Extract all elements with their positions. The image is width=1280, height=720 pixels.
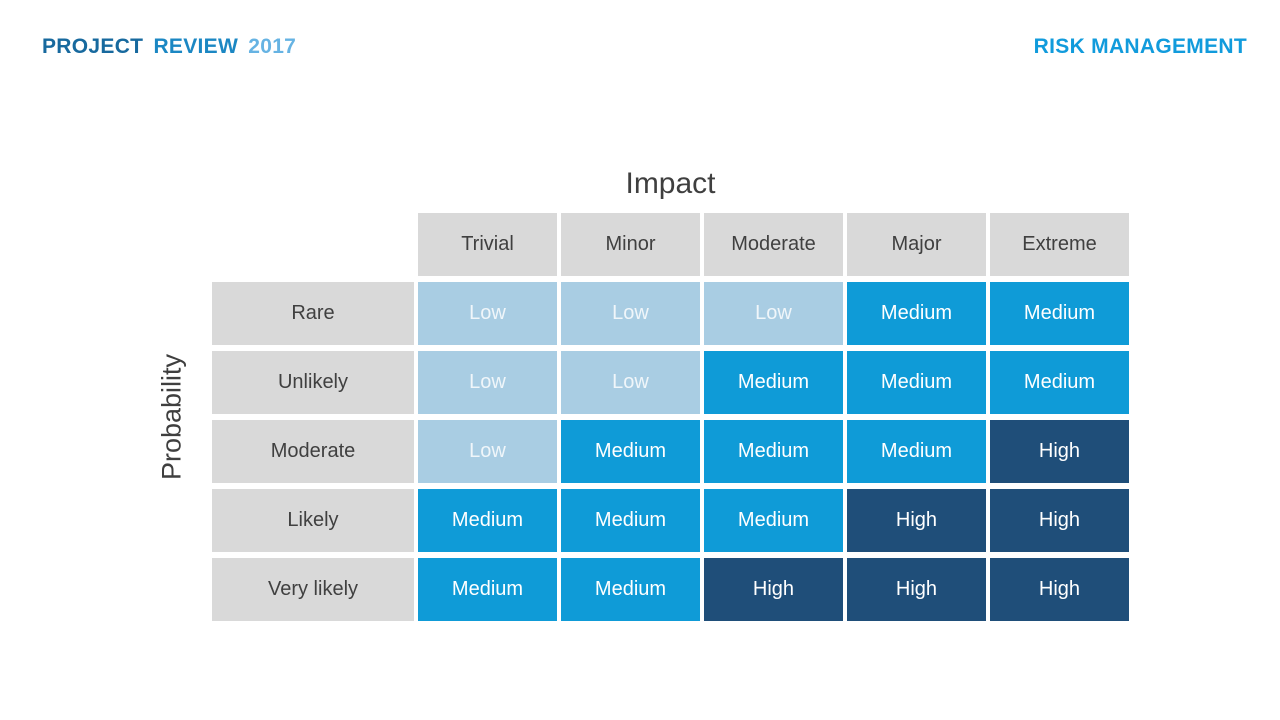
section-title: RISK MANAGEMENT xyxy=(1033,35,1247,58)
matrix-cell-r4-c2: High xyxy=(704,558,843,621)
matrix-row-label-0: Rare xyxy=(212,282,414,345)
matrix-cell-r1-c1: Low xyxy=(561,351,700,414)
matrix-row-label-4: Very likely xyxy=(212,558,414,621)
matrix-cell-r1-c2: Medium xyxy=(704,351,843,414)
matrix-cell-r4-c4: High xyxy=(990,558,1129,621)
page-title-year: 2017 xyxy=(248,35,297,58)
matrix-cell-r2-c1: Medium xyxy=(561,420,700,483)
matrix-column-header-1: Minor xyxy=(561,213,700,276)
matrix-row-label-1: Unlikely xyxy=(212,351,414,414)
matrix-cell-r0-c4: Medium xyxy=(990,282,1129,345)
matrix-cell-r2-c4: High xyxy=(990,420,1129,483)
matrix-cell-r0-c1: Low xyxy=(561,282,700,345)
matrix-column-header-3: Major xyxy=(847,213,986,276)
matrix-cell-r1-c4: Medium xyxy=(990,351,1129,414)
matrix-cell-r3-c1: Medium xyxy=(561,489,700,552)
matrix-column-header-2: Moderate xyxy=(704,213,843,276)
page-title: PROJECT REVIEW 2017 xyxy=(42,35,296,59)
matrix-cell-r4-c1: Medium xyxy=(561,558,700,621)
impact-axis-label: Impact xyxy=(625,167,716,200)
matrix-cell-r2-c3: Medium xyxy=(847,420,986,483)
matrix-cell-r3-c0: Medium xyxy=(418,489,557,552)
matrix-cell-r0-c0: Low xyxy=(418,282,557,345)
probability-axis-label: Probability xyxy=(156,353,187,481)
matrix-cell-r3-c4: High xyxy=(990,489,1129,552)
page-title-project: PROJECT xyxy=(42,35,144,58)
matrix-row-label-2: Moderate xyxy=(212,420,414,483)
matrix-cell-r0-c3: Medium xyxy=(847,282,986,345)
matrix-cell-r3-c2: Medium xyxy=(704,489,843,552)
matrix-column-header-0: Trivial xyxy=(418,213,557,276)
matrix-cell-r2-c2: Medium xyxy=(704,420,843,483)
matrix-row-label-3: Likely xyxy=(212,489,414,552)
matrix-cell-r0-c2: Low xyxy=(704,282,843,345)
matrix-cell-r2-c0: Low xyxy=(418,420,557,483)
matrix-cell-r3-c3: High xyxy=(847,489,986,552)
matrix-column-header-4: Extreme xyxy=(990,213,1129,276)
matrix-cell-r4-c0: Medium xyxy=(418,558,557,621)
page-title-review: REVIEW xyxy=(153,35,239,58)
matrix-cell-r1-c0: Low xyxy=(418,351,557,414)
matrix-cell-r1-c3: Medium xyxy=(847,351,986,414)
matrix-cell-r4-c3: High xyxy=(847,558,986,621)
matrix-corner-cell xyxy=(212,213,414,276)
risk-matrix: Trivial Minor Moderate Major Extreme Rare Low L… xyxy=(212,213,1129,621)
slide-header: PROJECT REVIEW 2017 RISK MANAGEMENT xyxy=(42,35,1247,59)
